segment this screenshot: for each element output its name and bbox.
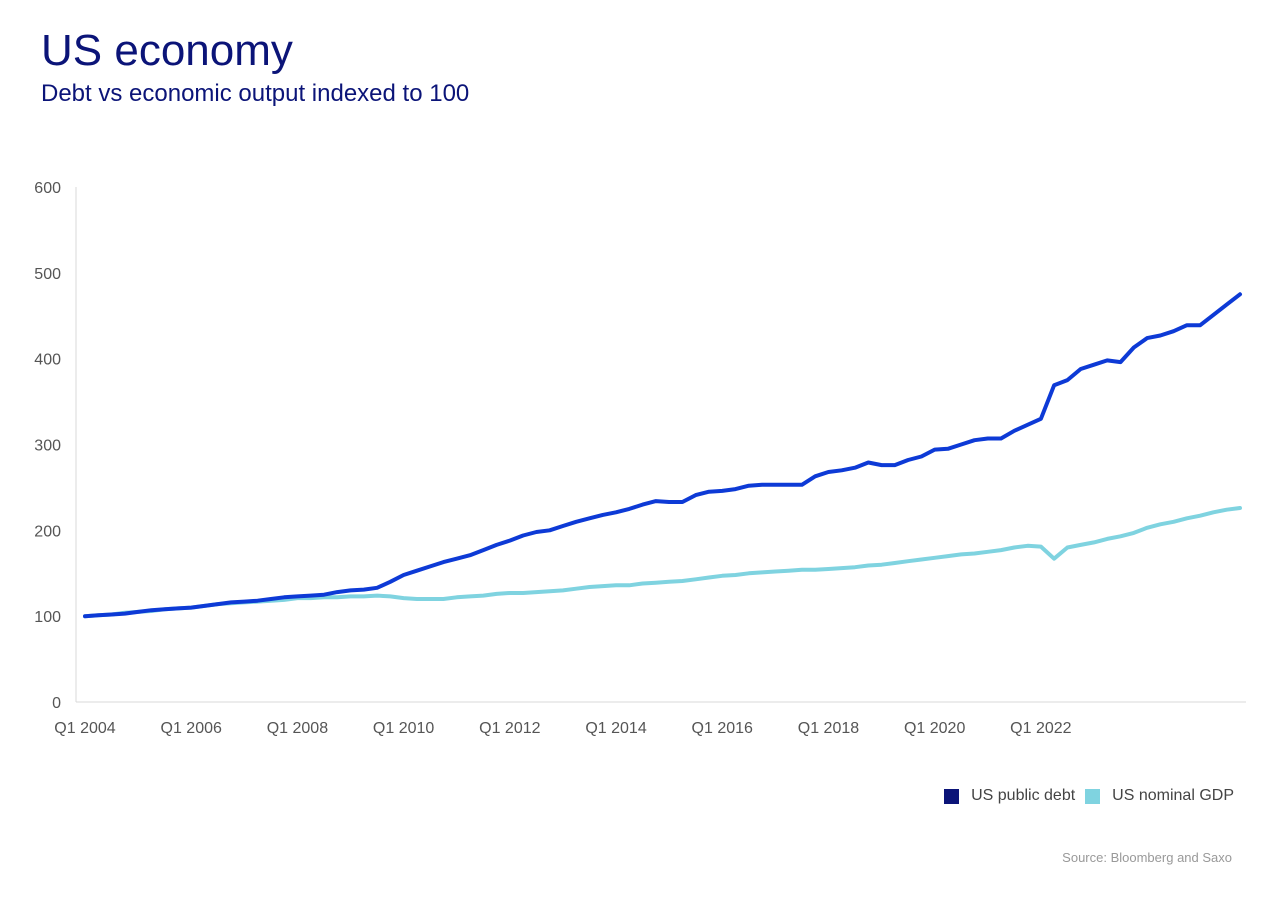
x-tick-label: Q1 2020: [904, 720, 965, 737]
source-note: Source: Bloomberg and Saxo: [1062, 850, 1232, 865]
x-tick-label: Q1 2016: [692, 720, 753, 737]
legend-item-gdp[interactable]: US nominal GDP: [1085, 787, 1234, 805]
x-tick-label: Q1 2004: [54, 720, 115, 737]
series-line-us-public-debt: [83, 292, 1242, 619]
y-tick-label: 300: [34, 438, 61, 455]
legend-item-debt[interactable]: US public debt: [944, 787, 1075, 805]
x-tick-label: Q1 2006: [161, 720, 222, 737]
y-tick-label: 0: [52, 695, 61, 712]
y-tick-label: 100: [34, 609, 61, 626]
y-tick-label: 200: [34, 523, 61, 540]
y-tick-label: 600: [34, 180, 61, 197]
x-tick-label: Q1 2008: [267, 720, 328, 737]
x-tick-label: Q1 2012: [479, 720, 540, 737]
legend-swatch-gdp: [1085, 788, 1101, 804]
chart-subtitle: Debt vs economic output indexed to 100: [41, 80, 470, 107]
legend: US public debt US nominal GDP: [934, 787, 1234, 805]
y-tick-label: 400: [34, 352, 61, 369]
x-tick-label: Q1 2010: [373, 720, 434, 737]
x-tick-label: Q1 2018: [798, 720, 859, 737]
legend-swatch-debt: [944, 788, 960, 804]
x-tick-label: Q1 2022: [1010, 720, 1071, 737]
series-line-us-nominal-gdp: [83, 506, 1242, 619]
chart-title: US economy: [41, 26, 293, 75]
x-tick-label: Q1 2014: [585, 720, 646, 737]
y-tick-label: 500: [34, 266, 61, 283]
legend-label-debt: US public debt: [971, 787, 1076, 804]
legend-label-gdp: US nominal GDP: [1112, 787, 1234, 804]
